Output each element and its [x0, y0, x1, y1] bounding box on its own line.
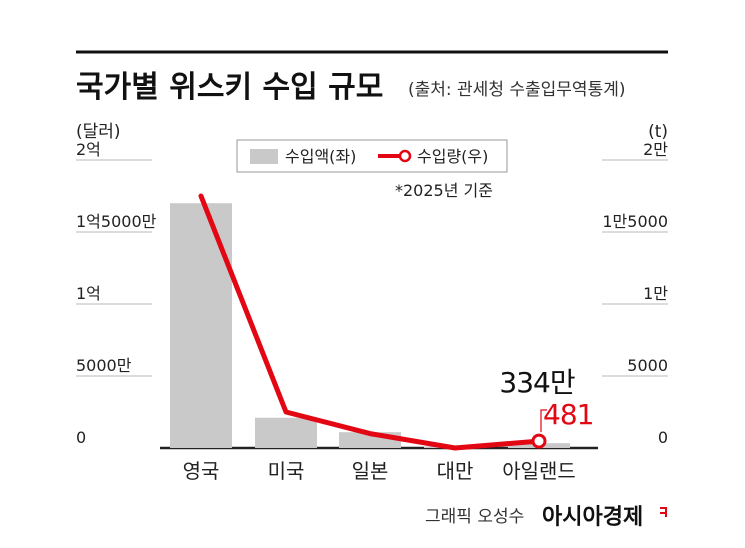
- brand-mark-icon: [660, 507, 667, 517]
- line-series: [198, 193, 547, 451]
- chart-title: 국가별 위스키 수입 규모: [76, 70, 383, 105]
- category-labels: 영국 미국 일본 대만 아일랜드: [183, 459, 576, 483]
- bar: [170, 203, 232, 448]
- right-tick-label: 2만: [643, 140, 668, 159]
- category-label: 미국: [268, 459, 305, 483]
- category-label: 영국: [183, 459, 220, 483]
- left-tick-label: 0: [76, 428, 86, 447]
- left-axis-unit: (달러): [76, 122, 121, 142]
- legend-bar-label: 수입액(좌): [285, 147, 356, 166]
- bar: [255, 417, 317, 448]
- left-tick-label: 1억5000만: [76, 212, 157, 231]
- right-tick-label: 1만: [643, 284, 668, 303]
- right-tick-label: 5000: [627, 356, 668, 375]
- legend: 수입액(좌) 수입량(우): [236, 139, 508, 173]
- brand-logo: 아시아경제: [542, 505, 643, 530]
- annotation-ireland-amount: 334만: [499, 366, 574, 399]
- right-axis-unit: (t): [648, 122, 668, 142]
- legend-box: [236, 139, 508, 173]
- source-note: (출처: 관세청 수출입무역통계): [408, 80, 625, 100]
- legend-line-label: 수입량(우): [417, 147, 488, 166]
- left-tick-label: 2억: [76, 140, 101, 159]
- left-tick-label: 1억: [76, 284, 101, 303]
- axis-ticks: 0 0 5000만 5000 1억 1만 1억5000만 1만5000 2억 2만: [76, 140, 668, 447]
- bars: [170, 203, 570, 448]
- reference-note: *2025년 기준: [395, 181, 493, 200]
- right-tick-label: 1만5000: [602, 212, 668, 231]
- legend-line-marker: [398, 149, 412, 163]
- legend-bar-swatch: [250, 149, 278, 164]
- annotation-connector: [540, 409, 547, 433]
- right-tick-label: 0: [658, 428, 668, 447]
- line-point-marker: [531, 433, 547, 449]
- category-label: 아일랜드: [502, 459, 576, 483]
- left-tick-label: 5000만: [76, 356, 132, 375]
- category-label: 일본: [352, 459, 389, 483]
- credit-text: 그래픽 오성수: [425, 507, 524, 527]
- category-label: 대만: [437, 459, 474, 483]
- line-path: [198, 193, 542, 451]
- annotation-ireland-volume: 481: [543, 398, 593, 431]
